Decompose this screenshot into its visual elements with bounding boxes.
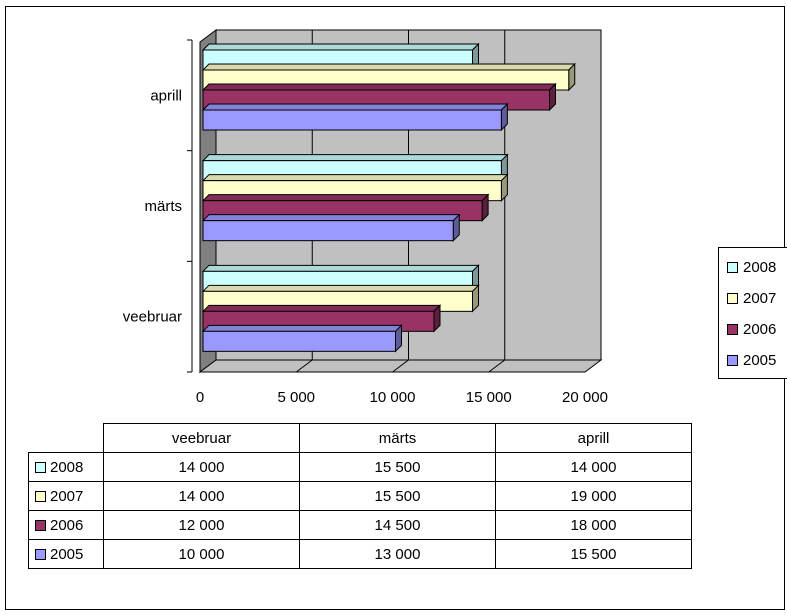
table-row-label: 2008 <box>50 458 84 476</box>
bar-top-face <box>201 194 490 202</box>
bar-top-face <box>201 324 403 332</box>
legend-label: 2005 <box>743 351 777 369</box>
x-axis-ticks: 0 5 000 10 000 15 000 20 000 <box>196 389 608 406</box>
table-col-header: aprill <box>495 423 692 453</box>
legend-swatch <box>35 520 46 532</box>
legend-item: 2005 <box>727 351 776 369</box>
table-row-header: 2007 <box>28 481 104 511</box>
bar-top-face <box>201 304 442 312</box>
bar-top-face <box>201 264 480 272</box>
legend-label: 2007 <box>743 289 777 307</box>
table-cell: 18 000 <box>495 510 692 540</box>
legend: 2008 2007 2006 2005 <box>718 247 787 379</box>
legend-item: 2006 <box>727 320 776 338</box>
bar-top-face <box>201 103 509 111</box>
table-col-header: märts <box>299 423 496 453</box>
bar-top-face <box>201 83 557 91</box>
table-row: 2005 10 000 13 000 15 500 <box>28 539 692 569</box>
table-cell: 19 000 <box>495 481 692 511</box>
table-row-header: 2005 <box>28 539 104 569</box>
bar-top-face <box>201 63 576 71</box>
bar <box>202 109 502 131</box>
legend-label: 2006 <box>743 320 777 338</box>
legend-swatch <box>727 292 738 304</box>
legend-swatch <box>727 323 738 335</box>
y-tick-label: märts <box>145 198 183 215</box>
legend-swatch <box>35 549 46 561</box>
table-row-header: 2008 <box>28 452 104 482</box>
legend-swatch <box>727 354 738 366</box>
table-cell: 15 500 <box>299 481 496 511</box>
legend-swatch <box>35 462 46 474</box>
table-row-header: 2006 <box>28 510 104 540</box>
table-cell: 14 000 <box>495 452 692 482</box>
x-tick-label: 5 000 <box>277 389 315 406</box>
y-tick-label: veebruar <box>123 309 182 326</box>
bar-top-face <box>201 43 480 51</box>
legend-swatch <box>35 491 46 503</box>
table-corner <box>28 423 104 453</box>
bar-top-face <box>201 214 461 222</box>
legend-swatch <box>727 261 738 273</box>
legend-item: 2007 <box>727 289 776 307</box>
table-cell: 15 500 <box>495 539 692 569</box>
table-cell: 15 500 <box>299 452 496 482</box>
table-header-row: veebruar märts aprill <box>28 423 692 453</box>
bar <box>202 220 454 242</box>
gridline-floor <box>295 359 313 373</box>
table-row: 2007 14 000 15 500 19 000 <box>28 481 692 511</box>
gridline-floor <box>392 359 409 373</box>
table-cell: 14 000 <box>103 452 300 482</box>
table-row-label: 2007 <box>50 487 84 505</box>
bar <box>202 330 396 352</box>
table-row: 2008 14 000 15 500 14 000 <box>28 452 692 482</box>
table-col-header: veebruar <box>103 423 300 453</box>
table-cell: 14 000 <box>103 481 300 511</box>
table-row: 2006 12 000 14 500 18 000 <box>28 510 692 540</box>
legend-label: 2008 <box>743 258 777 276</box>
table-cell: 13 000 <box>299 539 496 569</box>
bar-top-face <box>201 174 509 182</box>
y-axis: aprill märts veebruar <box>123 39 193 373</box>
bars <box>201 42 576 353</box>
table-row-label: 2005 <box>50 545 84 563</box>
legend-item: 2008 <box>727 258 776 276</box>
bar-top-face <box>201 284 480 292</box>
data-table: veebruar märts aprill 2008 14 000 15 500 14… <box>28 423 692 569</box>
table-cell: 10 000 <box>103 539 300 569</box>
table-cell: 12 000 <box>103 510 300 540</box>
table-row-label: 2006 <box>50 516 84 534</box>
gridline-floor <box>488 359 506 373</box>
x-tick-label: 20 000 <box>562 389 608 406</box>
x-tick-label: 0 <box>196 389 204 406</box>
x-tick-label: 15 000 <box>466 389 512 406</box>
y-tick-label: aprill <box>150 87 182 104</box>
table-cell: 14 500 <box>299 510 496 540</box>
bar-top-face <box>201 154 509 162</box>
x-tick-label: 10 000 <box>370 389 416 406</box>
